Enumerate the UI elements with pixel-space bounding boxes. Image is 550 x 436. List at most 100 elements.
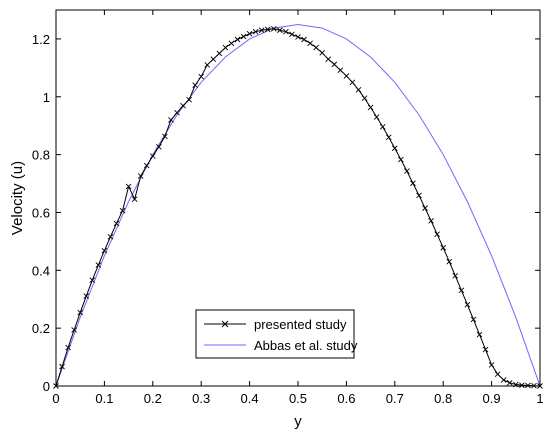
y-tick-label: 0.8 <box>32 148 50 163</box>
presented-study-marker <box>143 162 150 169</box>
presented-study-marker <box>137 173 144 179</box>
presented-study-marker <box>131 196 138 202</box>
legend-box <box>195 309 355 359</box>
presented-study-marker <box>331 61 338 68</box>
presented-study-marker <box>65 344 71 351</box>
presented-study-marker <box>482 346 489 353</box>
presented-study-marker <box>234 36 241 43</box>
presented-study-marker <box>307 40 313 47</box>
presented-study-marker <box>83 293 90 299</box>
x-tick-label: 0.5 <box>289 391 307 406</box>
x-tick-label: 0.6 <box>337 391 355 406</box>
presented-study-marker <box>458 287 465 294</box>
presented-study-marker <box>361 95 368 102</box>
presented-study-marker <box>367 104 374 111</box>
presented-study-marker <box>264 26 271 33</box>
presented-study-marker <box>464 301 471 308</box>
x-tick-label: 0.9 <box>483 391 501 406</box>
presented-study-marker <box>246 30 253 37</box>
presented-study-marker <box>391 145 398 152</box>
y-tick-label: 0 <box>43 379 50 394</box>
presented-study-marker <box>470 316 477 323</box>
x-tick-label: 0.8 <box>434 391 452 406</box>
y-tick-label: 0.6 <box>32 205 50 220</box>
presented-study-marker <box>500 377 507 383</box>
x-tick-label: 0.7 <box>386 391 404 406</box>
presented-study-marker <box>252 28 259 35</box>
presented-study-marker <box>77 309 84 316</box>
presented-study-marker <box>71 327 77 333</box>
presented-study-marker <box>373 114 380 120</box>
presented-study-marker <box>174 109 180 116</box>
presented-study-marker <box>180 102 186 109</box>
presented-study-marker <box>434 231 440 237</box>
presented-study-marker <box>452 272 459 279</box>
presented-study-marker <box>101 247 108 254</box>
presented-study-marker <box>349 79 356 86</box>
presented-study-marker <box>95 262 102 268</box>
presented-study-marker <box>107 233 114 240</box>
presented-study-marker <box>198 73 205 80</box>
presented-study-marker <box>162 133 168 140</box>
presented-study-marker <box>355 87 362 93</box>
presented-study-marker <box>343 73 350 79</box>
presented-study-marker <box>295 34 301 40</box>
presented-study-marker <box>440 244 447 251</box>
x-axis-label: y <box>294 413 302 430</box>
presented-study-marker <box>446 258 453 265</box>
presented-study-marker <box>428 218 434 224</box>
x-tick-label: 0.4 <box>241 391 259 406</box>
presented-study-marker <box>222 44 229 51</box>
presented-study-marker <box>204 62 211 68</box>
presented-study-marker <box>186 96 192 103</box>
x-tick-label: 0.2 <box>144 391 162 406</box>
presented-study-marker <box>89 277 96 283</box>
presented-study-marker <box>301 36 307 43</box>
y-tick-label: 1.2 <box>32 32 50 47</box>
y-axis-label: Velocity (u) <box>9 161 26 235</box>
x-tick-label: 0.3 <box>192 391 210 406</box>
presented-study-marker <box>216 50 223 57</box>
presented-study-marker <box>277 27 283 34</box>
presented-study-marker <box>319 49 326 56</box>
x-tick-label: 0 <box>52 391 59 406</box>
presented-study-marker <box>168 117 174 123</box>
legend-label-presented-study: presented study <box>254 317 347 332</box>
presented-study-marker <box>289 31 295 38</box>
x-tick-label: 0.1 <box>95 391 113 406</box>
presented-study-marker <box>210 56 217 62</box>
presented-study-marker <box>476 331 483 338</box>
presented-study-marker <box>488 362 495 368</box>
presented-study-marker <box>113 220 120 227</box>
presented-study-marker <box>410 180 416 187</box>
presented-study-marker <box>149 153 156 159</box>
presented-study-marker <box>337 67 344 73</box>
y-tick-label: 1 <box>43 90 50 105</box>
presented-study-marker <box>519 382 525 388</box>
presented-study-marker <box>385 134 392 141</box>
y-tick-label: 0.4 <box>32 263 50 278</box>
presented-study-marker <box>270 25 277 32</box>
y-tick-label: 0.2 <box>32 321 50 336</box>
presented-study-marker <box>416 192 422 199</box>
presented-study-marker <box>156 143 162 150</box>
presented-study-marker <box>228 40 235 47</box>
presented-study-marker <box>119 207 126 214</box>
legend-label-abbas-study: Abbas et al. study <box>254 338 358 353</box>
presented-study-marker <box>506 379 513 386</box>
presented-study-marker <box>240 33 247 40</box>
presented-study-marker <box>422 205 428 211</box>
presented-study-marker <box>258 27 265 34</box>
presented-study-marker <box>379 124 386 130</box>
presented-study-marker <box>494 371 501 377</box>
presented-study-marker <box>283 28 289 35</box>
legend-marker-presented-study <box>221 320 229 328</box>
presented-study-marker <box>313 44 319 51</box>
presented-study-marker <box>59 363 65 370</box>
presented-study-marker <box>525 382 531 389</box>
presented-study-marker <box>125 183 132 190</box>
presented-study-marker <box>192 82 198 89</box>
x-tick-label: 1 <box>536 391 543 406</box>
